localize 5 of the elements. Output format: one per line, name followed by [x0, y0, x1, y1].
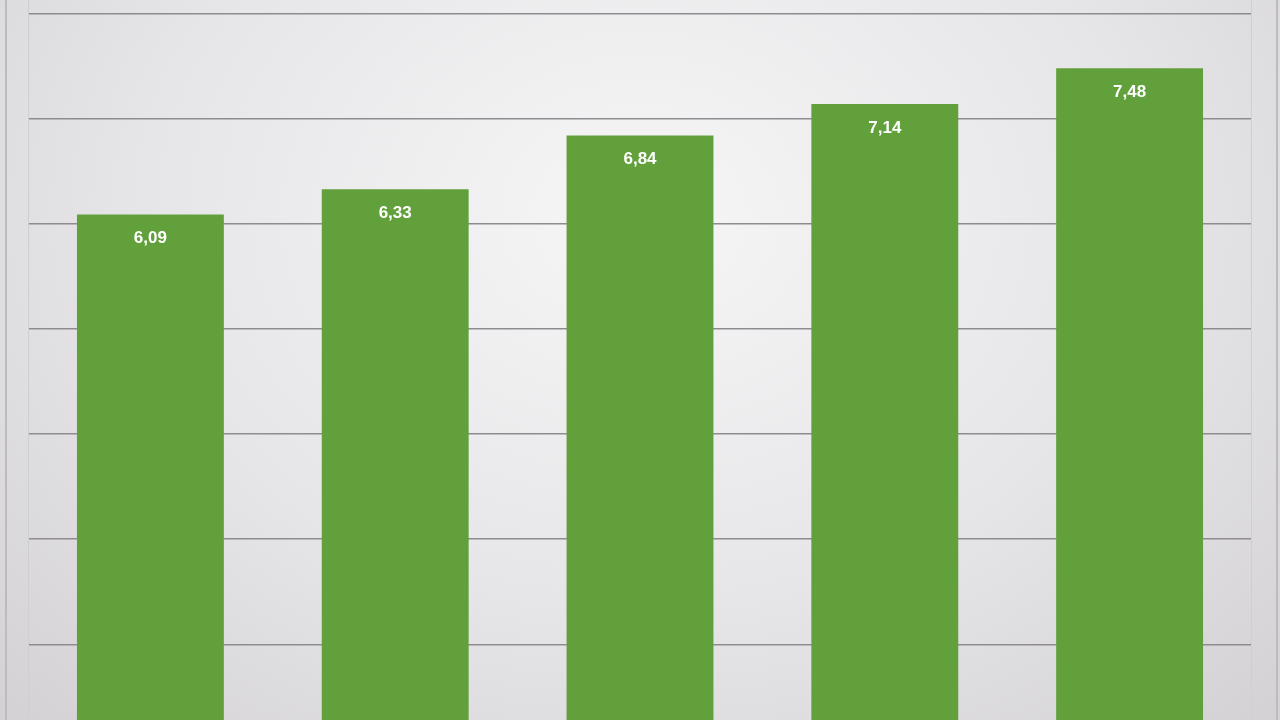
data-label: 6,09 — [133, 228, 167, 248]
data-label: 6,33 — [378, 202, 412, 222]
data-label: 7,48 — [1113, 82, 1147, 102]
data-label: 6,84 — [623, 149, 658, 169]
data-label: 7,14 — [868, 117, 902, 137]
